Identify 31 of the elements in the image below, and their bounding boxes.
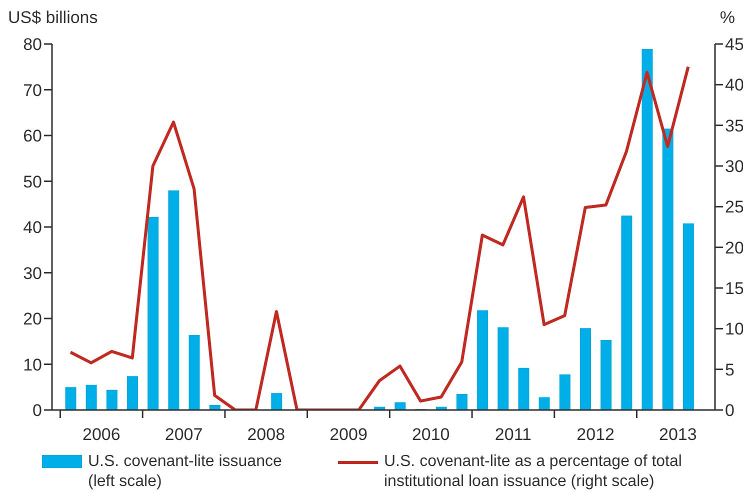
y2-tick-label: 35 [725, 116, 744, 136]
legend-label: U.S. covenant-lite issuance (left scale) [88, 452, 283, 492]
x-tick-label: 2011 [494, 425, 532, 444]
x-tick-label: 2009 [330, 425, 368, 444]
x-tick-label: 2007 [164, 425, 203, 444]
y2-tick-label: 0 [725, 401, 734, 420]
y2-axis-title: % [720, 8, 735, 29]
y-tick-label: 30 [23, 264, 42, 283]
y2-tick-label: 15 [725, 279, 744, 298]
y2-tick-label: 20 [725, 238, 744, 258]
y2-tick-label: 30 [725, 157, 744, 176]
y-tick-label: 70 [23, 80, 42, 100]
x-tick-label: 2006 [82, 425, 120, 444]
y-tick-label: 40 [23, 218, 42, 238]
y-tick-label: 0 [32, 401, 42, 420]
x-tick-label: 2013 [659, 425, 697, 444]
y-tick-label: 10 [23, 355, 42, 374]
y2-tick-label: 45 [725, 35, 744, 54]
y2-tick-label: 5 [725, 360, 734, 380]
x-tick-label: 2008 [247, 425, 286, 444]
y-axis-title: US$ billions [8, 8, 98, 29]
legend-label: U.S. covenant-lite as a percentage of total institutional loan issuance (right scale) [384, 452, 683, 492]
x-tick-label: 2010 [412, 425, 450, 444]
y-tick-label: 20 [23, 310, 42, 329]
y-tick-label: 60 [23, 126, 42, 146]
y-tick-label: 80 [23, 35, 42, 54]
y2-tick-label: 40 [725, 76, 744, 95]
y-tick-label: 50 [23, 172, 42, 192]
y2-tick-label: 25 [725, 198, 744, 217]
y2-tick-label: 10 [725, 320, 744, 339]
x-tick-label: 2012 [576, 425, 614, 444]
